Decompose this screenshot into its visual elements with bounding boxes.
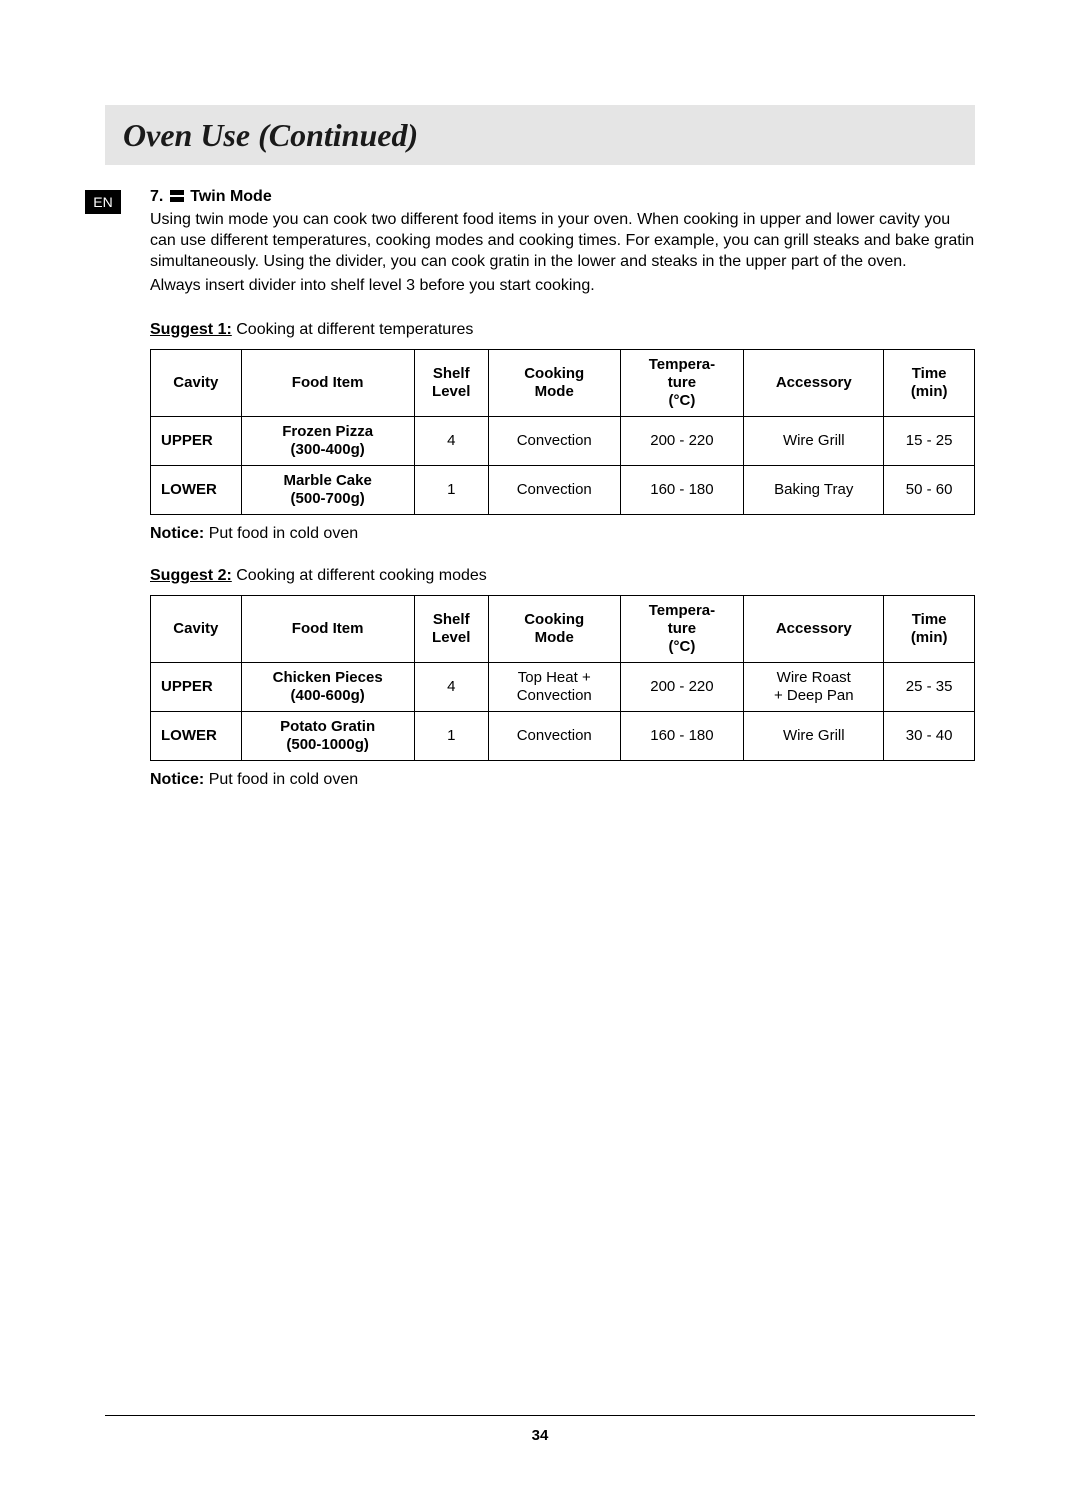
cell-shelf: 1 [414,712,488,761]
suggest-1-table: Cavity Food Item ShelfLevel CookingMode … [150,349,975,515]
cell-mode: Convection [488,466,620,515]
col-food: Food Item [241,350,414,417]
page: Oven Use (Continued) EN 7. Twin Mode Usi… [0,0,1080,1486]
cell-mode: Convection [488,712,620,761]
notice-2-label: Notice: [150,771,204,788]
header-band: Oven Use (Continued) [105,105,975,165]
table-row: UPPER Chicken Pieces(400-600g) 4 Top Hea… [151,663,975,712]
cell-time: 15 - 25 [884,417,975,466]
cell-food: Potato Gratin(500-1000g) [241,712,414,761]
section-number: 7. [150,188,163,205]
cell-acc: Wire Roast+ Deep Pan [744,663,884,712]
cell-acc: Wire Grill [744,712,884,761]
col-time: Time(min) [884,350,975,417]
cell-cavity: UPPER [151,663,242,712]
section-description-2: Always insert divider into shelf level 3… [150,276,975,297]
notice-1-label: Notice: [150,525,204,542]
cell-time: 30 - 40 [884,712,975,761]
twin-mode-icon [170,190,184,202]
col-acc: Accessory [744,350,884,417]
cell-food: Marble Cake(500-700g) [241,466,414,515]
cell-food: Chicken Pieces(400-600g) [241,663,414,712]
col-mode: CookingMode [488,596,620,663]
table-head: Cavity Food Item ShelfLevel CookingMode … [151,596,975,663]
suggest-1-text: Cooking at different temperatures [236,321,473,338]
cell-temp: 200 - 220 [620,663,744,712]
notice-2: Notice: Put food in cold oven [150,771,975,789]
suggest-1-label: Suggest 1: [150,321,232,338]
cell-shelf: 4 [414,417,488,466]
page-title: Oven Use (Continued) [123,117,418,154]
cell-temp: 160 - 180 [620,466,744,515]
cell-acc: Baking Tray [744,466,884,515]
col-temp: Tempera-ture(°C) [620,596,744,663]
notice-1-text: Put food in cold oven [209,525,358,542]
body-column: 7. Twin Mode Using twin mode you can coo… [150,188,975,789]
table-row: LOWER Potato Gratin(500-1000g) 1 Convect… [151,712,975,761]
col-cavity: Cavity [151,350,242,417]
col-food: Food Item [241,596,414,663]
suggest-2-text: Cooking at different cooking modes [236,567,487,584]
suggest-1-line: Suggest 1: Cooking at different temperat… [150,321,975,339]
col-mode: CookingMode [488,350,620,417]
notice-1: Notice: Put food in cold oven [150,525,975,543]
cell-time: 25 - 35 [884,663,975,712]
page-number: 34 [0,1427,1080,1444]
suggest-2-label: Suggest 2: [150,567,232,584]
table-row: UPPER Frozen Pizza(300-400g) 4 Convectio… [151,417,975,466]
section-name: Twin Mode [190,188,271,205]
cell-shelf: 4 [414,663,488,712]
col-time: Time(min) [884,596,975,663]
col-cavity: Cavity [151,596,242,663]
cell-cavity: LOWER [151,712,242,761]
table-header-row: Cavity Food Item ShelfLevel CookingMode … [151,350,975,417]
cell-temp: 160 - 180 [620,712,744,761]
cell-temp: 200 - 220 [620,417,744,466]
section-description-1: Using twin mode you can cook two differe… [150,210,975,272]
cell-acc: Wire Grill [744,417,884,466]
table-head: Cavity Food Item ShelfLevel CookingMode … [151,350,975,417]
suggest-2-line: Suggest 2: Cooking at different cooking … [150,567,975,585]
cell-mode: Top Heat +Convection [488,663,620,712]
suggest-2-table: Cavity Food Item ShelfLevel CookingMode … [150,595,975,761]
cell-food: Frozen Pizza(300-400g) [241,417,414,466]
table-row: LOWER Marble Cake(500-700g) 1 Convection… [151,466,975,515]
table-header-row: Cavity Food Item ShelfLevel CookingMode … [151,596,975,663]
col-temp: Tempera-ture(°C) [620,350,744,417]
cell-time: 50 - 60 [884,466,975,515]
notice-2-text: Put food in cold oven [209,771,358,788]
cell-shelf: 1 [414,466,488,515]
cell-cavity: UPPER [151,417,242,466]
col-acc: Accessory [744,596,884,663]
language-tab: EN [85,190,121,214]
col-shelf: ShelfLevel [414,350,488,417]
cell-cavity: LOWER [151,466,242,515]
section-heading: 7. Twin Mode [150,188,975,206]
col-shelf: ShelfLevel [414,596,488,663]
footer-rule [105,1415,975,1416]
cell-mode: Convection [488,417,620,466]
